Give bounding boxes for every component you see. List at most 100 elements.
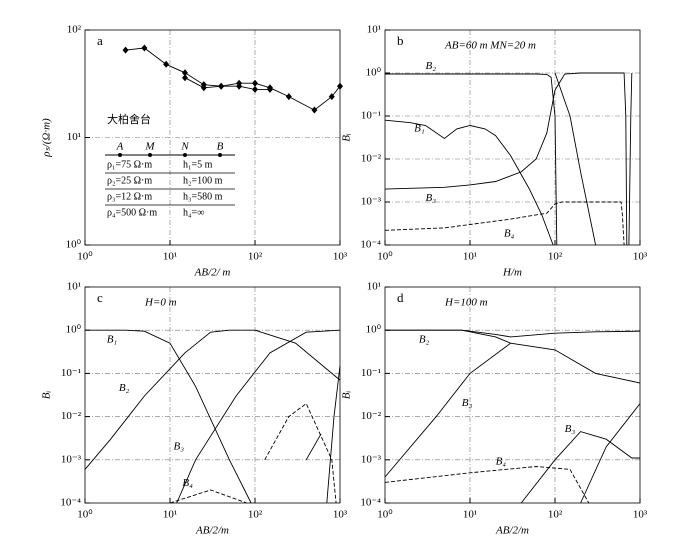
y-tick-label: 10⁰ — [366, 67, 382, 79]
y-axis-label: Bᵢ — [341, 133, 353, 142]
panel-label: d — [397, 290, 404, 305]
layer-resistivity: ρ₁=75 Ω·m — [107, 159, 152, 170]
y-axis-label: Bᵢ — [41, 391, 53, 400]
x-tick-label: 10³ — [633, 509, 648, 521]
series-line — [520, 431, 640, 504]
x-tick-label: 10² — [248, 251, 263, 263]
y-tick-label: 10¹ — [367, 281, 381, 293]
x-tick-label: 10² — [248, 509, 263, 521]
panel-label: b — [397, 33, 404, 48]
y-tick-label: 10⁻² — [361, 410, 382, 422]
x-tick-label: 10⁰ — [377, 251, 393, 263]
electrode — [183, 153, 187, 157]
data-point — [328, 93, 335, 101]
series-line — [384, 342, 511, 478]
series-line — [384, 72, 628, 246]
data-point — [122, 46, 129, 54]
x-tick-label: 10¹ — [463, 251, 477, 263]
plot-frame — [384, 29, 641, 246]
data-point — [337, 82, 343, 90]
electrode — [118, 153, 122, 157]
x-tick-label: 10² — [548, 251, 563, 263]
electrode — [218, 153, 222, 157]
layer-thickness: h₂=100 m — [183, 175, 223, 186]
series-label: B₁ — [107, 333, 118, 345]
x-tick-label: 10¹ — [163, 509, 177, 521]
series-label: B₂ — [426, 60, 437, 72]
y-tick-label: 10⁻⁴ — [360, 239, 381, 251]
y-tick-label: 10⁻¹ — [61, 367, 81, 379]
y-tick-label: 10⁻⁴ — [60, 497, 81, 509]
annotation: AB=60 m MN=20 m — [444, 40, 536, 52]
series-line — [125, 47, 341, 111]
series-label: B₃ — [462, 397, 473, 409]
series-line — [580, 403, 641, 504]
series-label: B₃ — [426, 192, 437, 204]
panel-label: a — [97, 33, 103, 48]
x-tick-label: 10² — [548, 509, 563, 521]
panel: 10⁰ 10¹ 10² 10³ 10⁻⁴ 10⁻³ 10⁻² 10⁻¹ 10⁰ 10¹ b H/m Bᵢ… — [341, 24, 648, 279]
x-tick-label: 10¹ — [463, 509, 477, 521]
data-point — [252, 85, 258, 93]
series-label: B₂ — [419, 333, 430, 345]
panel: 10⁰ 10¹ 10² 10³ 10⁰ 10¹ 10² a AB/2/ m ρₛ/(Ω·m) 大柏舍… — [41, 24, 348, 279]
y-tick-label: 10¹ — [67, 131, 81, 143]
x-tick-label: 10⁰ — [77, 251, 93, 263]
series-line — [384, 201, 625, 246]
x-axis-label: AB/2/ m — [194, 267, 231, 279]
layer-resistivity: ρ₃=12 Ω·m — [107, 191, 152, 202]
y-tick-label: 10⁻¹ — [361, 110, 381, 122]
electrode — [148, 153, 152, 157]
series-line — [554, 72, 597, 246]
x-tick-label: 10⁰ — [77, 509, 93, 521]
series-label: B₁ — [414, 122, 425, 134]
data-point — [218, 82, 225, 90]
data-point — [311, 106, 318, 114]
series-label: B₄ — [496, 455, 507, 467]
layer-thickness: h₄=∞ — [183, 207, 204, 218]
y-axis-label: Bᵢ — [341, 391, 353, 400]
y-tick-label: 10⁻³ — [361, 453, 382, 465]
x-axis-label: AB/2/m — [495, 525, 529, 537]
y-tick-label: 10⁰ — [66, 324, 82, 336]
plot-frame — [84, 286, 341, 504]
electrode-label: N — [180, 141, 189, 153]
data-point — [200, 84, 207, 92]
data-point — [163, 60, 170, 68]
series-label: B₃ — [565, 423, 576, 435]
series-line — [176, 329, 341, 504]
series-label: B₃ — [174, 440, 185, 452]
x-axis-label: H/m — [502, 267, 522, 279]
series-line — [628, 72, 633, 246]
x-axis-label: AB/2/m — [195, 525, 229, 537]
y-tick-label: 10⁰ — [66, 239, 82, 251]
series-line — [326, 365, 341, 504]
x-tick-label: 10⁰ — [377, 509, 393, 521]
annotation: H=0 m — [144, 297, 177, 309]
layer-resistivity: ρ₂=25 Ω·m — [107, 175, 152, 186]
plot-frame — [384, 286, 641, 504]
data-point — [285, 93, 292, 101]
series-label: B₂ — [119, 382, 130, 394]
electrode-label: B — [217, 141, 224, 153]
y-axis-label: ρₛ/(Ω·m) — [41, 118, 53, 158]
location: 大柏舍台 — [107, 112, 151, 126]
y-tick-label: 10² — [67, 24, 82, 36]
series-line — [385, 73, 558, 246]
electrode-label: A — [116, 141, 124, 153]
y-tick-label: 10⁻³ — [61, 453, 82, 465]
y-tick-label: 10⁻¹ — [361, 367, 381, 379]
layer-thickness: h₁=5 m — [183, 159, 213, 170]
series-line — [384, 466, 590, 504]
layer-resistivity: ρ₄=500 Ω·m — [107, 207, 157, 218]
x-tick-label: 10¹ — [163, 251, 177, 263]
y-tick-label: 10⁻⁴ — [360, 497, 381, 509]
panel: 10⁰ 10¹ 10² 10³ 10⁻⁴ 10⁻³ 10⁻² 10⁻¹ 10⁰ 10¹ c AB/2/… — [41, 281, 348, 537]
series-line — [384, 119, 554, 246]
y-tick-label: 10¹ — [367, 24, 381, 36]
panel-label: c — [97, 290, 103, 305]
series-label: B₄ — [504, 228, 515, 240]
y-tick-label: 10⁻² — [361, 153, 382, 165]
panel: 10⁰ 10¹ 10² 10³ 10⁻⁴ 10⁻³ 10⁻² 10⁻¹ 10⁰ 10¹ d AB/2/… — [341, 281, 648, 537]
